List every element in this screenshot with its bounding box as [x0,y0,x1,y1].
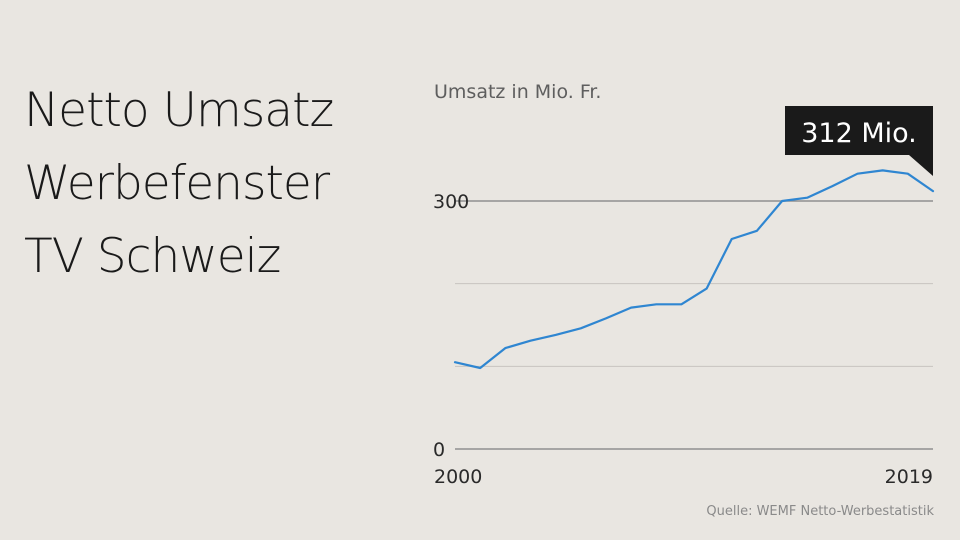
data-point [629,305,634,310]
y-tick-labels: 0 300 [433,191,469,461]
y-tick-label: 300 [433,191,469,213]
data-point [830,184,835,189]
x-tick-label: 2019 [885,466,933,488]
y-tick-label: 0 [433,439,445,461]
data-point [679,302,684,307]
data-point [905,171,910,176]
data-point [729,237,734,242]
y-axis-label: Umsatz in Mio. Fr. [434,81,601,103]
data-point [880,168,885,173]
x-tick-label: 2000 [434,466,482,488]
callout-box [785,106,933,176]
title-line-2: Werbefenster [24,156,330,211]
data-point [553,333,558,338]
series-line-0 [453,169,935,370]
annotation-layer: 312 Mio. [785,106,933,176]
data-point [453,360,458,365]
data-point [604,316,609,321]
data-point [855,171,860,176]
source-note: Quelle: WEMF Netto-Werbestatistik [706,504,934,519]
data-point [578,326,583,331]
series-layer [453,168,936,371]
data-point [654,302,659,307]
data-point [503,346,508,351]
data-point [931,189,936,194]
data-point [754,228,759,233]
title-line-1: Netto Umsatz [24,83,334,138]
x-tick-labels: 2000 2019 [434,466,933,488]
page-title: Netto Umsatz Werbefenster TV Schweiz [24,74,334,293]
grid-layer [455,200,933,450]
data-point [805,195,810,200]
data-point [704,286,709,291]
data-point [478,366,483,371]
callout-label: 312 Mio. [801,118,917,149]
data-point [528,338,533,343]
title-line-3: TV Schweiz [24,229,281,284]
data-point [780,199,785,204]
